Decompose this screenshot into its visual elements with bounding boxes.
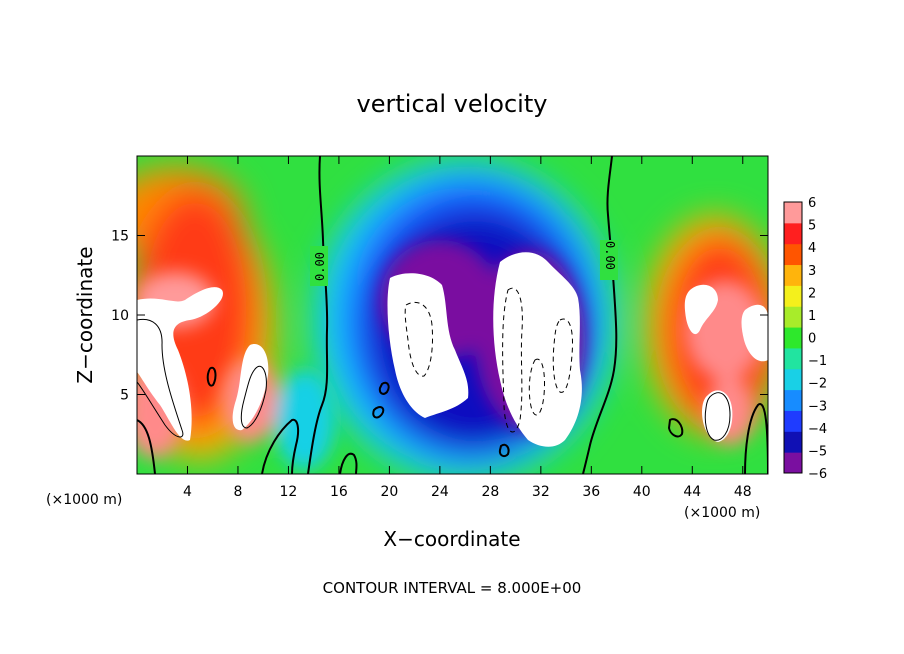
x-tick-label: 4 [183, 484, 192, 500]
colorbar-tick-label: 4 [808, 241, 816, 256]
colorbar-frame [783, 201, 803, 474]
saturated-core-center [387, 273, 469, 418]
chart-title: vertical velocity [357, 90, 548, 118]
x-tick-label: 12 [280, 484, 298, 500]
colorbar-swatch [784, 264, 802, 286]
contour-zero-center-small-3 [498, 443, 510, 458]
contour-positive-left-2 [240, 365, 267, 429]
x-tick-label: 28 [481, 484, 499, 500]
saturated-core-left [137, 287, 223, 441]
contour-positive-left [137, 318, 184, 438]
contour-zero-bottom-right [744, 403, 768, 474]
colorbar-swatch [784, 389, 802, 411]
colorbar-tick-label: 0 [808, 332, 816, 347]
contour-zero-left-small [206, 366, 217, 387]
colorbar-swatch [784, 202, 802, 224]
colorbar-tick-label: −1 [808, 354, 827, 369]
colorbar-tick-label: 6 [808, 196, 816, 211]
colorbar-tick-label: −2 [808, 377, 827, 392]
contour-label-bg-right [600, 240, 618, 280]
contour-label-right: 0.00 [603, 241, 617, 270]
colorbar-swatch [784, 327, 802, 349]
x-tick-label: 16 [330, 484, 348, 500]
x-tick-label: 32 [532, 484, 550, 500]
saturated-core-center-2 [493, 252, 582, 447]
colorbar-tick-label: 1 [808, 309, 816, 324]
colorbar-tick-label: −5 [808, 444, 827, 459]
saturated-core-right-2 [741, 304, 768, 362]
colorbar-swatch [784, 410, 802, 432]
contour-positive-right [704, 392, 731, 441]
y-tick-label: 15 [111, 229, 129, 245]
x-axis: 4 8 12 16 20 24 28 32 36 40 44 48 [183, 156, 752, 500]
x-tick-label: 48 [734, 484, 752, 500]
x-axis-label: X−coordinate [383, 527, 520, 551]
contour-zero-right [582, 156, 618, 474]
colorbar-swatch [784, 431, 802, 453]
y-tick-label: 5 [120, 388, 129, 404]
heatmap-field: 0.00 0.00 [137, 156, 768, 474]
colorbar-tick-label: 3 [808, 264, 816, 279]
colorbar-swatch [784, 243, 802, 266]
colorbar-tick-label: −6 [808, 467, 827, 482]
contour-zero-left [307, 156, 329, 474]
x-units-left: (×1000 m) [46, 492, 122, 508]
x-tick-label: 8 [233, 484, 242, 500]
colorbar-swatch [784, 285, 802, 307]
colorbar: 6 5 4 3 2 1 0 −1 −2 −3 −4 −5 −6 [783, 196, 827, 482]
y-axis: 5 10 15 [111, 229, 768, 404]
colorbar-tick-label: −3 [808, 399, 827, 414]
x-tick-label: 20 [380, 484, 398, 500]
saturated-core-right-3 [702, 390, 733, 442]
contour-zero-bottom-left [137, 419, 156, 474]
colorbar-swatch [784, 452, 802, 474]
saturated-core-right [684, 284, 718, 335]
x-tick-label: 36 [582, 484, 600, 500]
contour-lines [137, 156, 768, 474]
contour-zero-center-small-2 [372, 406, 385, 419]
y-tick-label: 10 [111, 308, 129, 324]
colorbar-swatch [784, 306, 802, 328]
saturated-core-left-2 [232, 344, 269, 431]
colorbar-tick-label: 2 [808, 286, 816, 301]
x-tick-label: 44 [683, 484, 701, 500]
colorbar-swatch [784, 347, 802, 370]
contour-zero-right-small [667, 418, 684, 438]
contour-label-left: 0.00 [313, 252, 327, 281]
colorbar-swatch [784, 368, 802, 391]
contour-interval: CONTOUR INTERVAL = 8.000E+00 [323, 579, 582, 597]
contour-zero-center-small [378, 381, 390, 395]
colorbar-swatch [784, 222, 802, 245]
contour-negative-center-4 [528, 358, 545, 416]
contour-label-bg-left [310, 246, 328, 286]
colorbar-tick-label: −4 [808, 422, 827, 437]
contour-zero-bottom-center [339, 452, 358, 474]
x-tick-label: 40 [633, 484, 651, 500]
contour-zero-bottom-left-2 [261, 418, 300, 474]
colorbar-tick-label: 5 [808, 219, 816, 234]
x-tick-label: 24 [431, 484, 449, 500]
contour-negative-center-3 [552, 318, 573, 393]
x-units-right: (×1000 m) [684, 505, 760, 521]
y-axis-label: Z−coordinate [73, 246, 97, 383]
contour-negative-center [404, 301, 433, 377]
